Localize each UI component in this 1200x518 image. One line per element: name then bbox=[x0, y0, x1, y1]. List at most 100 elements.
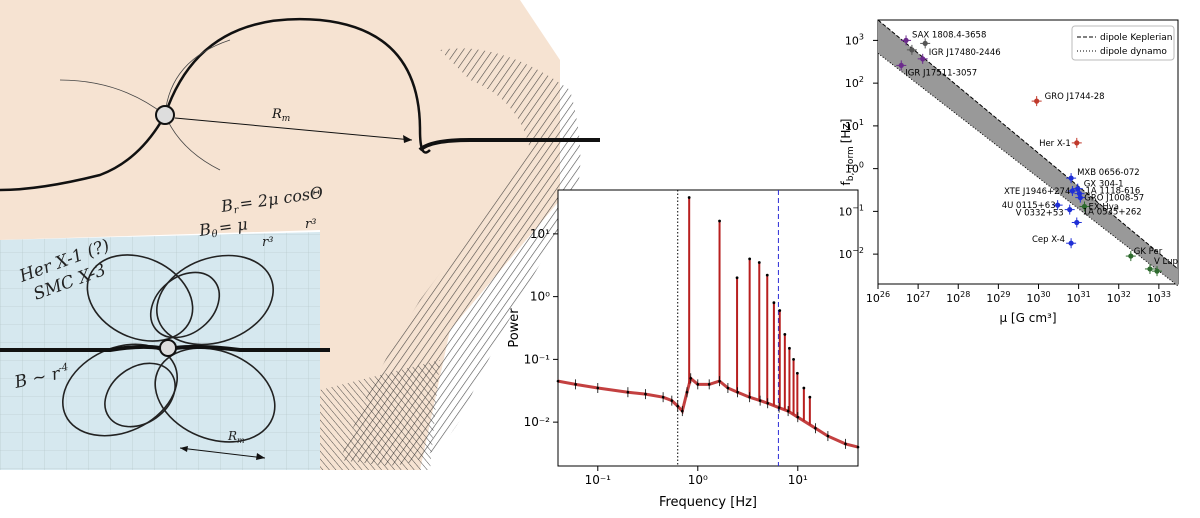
fb-xtick-exp: 31 bbox=[1081, 290, 1091, 299]
fb-point-14 bbox=[1074, 219, 1080, 226]
formula-btheta: Bθ= μ bbox=[197, 214, 249, 242]
fb-point-8 bbox=[1069, 188, 1075, 194]
psd-data-point bbox=[796, 415, 800, 419]
psd-peak-point-7 bbox=[772, 301, 776, 305]
psd-data-point bbox=[676, 404, 680, 408]
psd-xlabel: Frequency [Hz] bbox=[659, 495, 757, 510]
upper-star bbox=[155, 105, 175, 125]
fb-legend-label-2: dipole dynamo bbox=[1100, 47, 1167, 57]
rm-label-upper: Rm bbox=[271, 107, 290, 124]
fb-legend bbox=[1071, 25, 1175, 61]
psd-data-point bbox=[814, 426, 817, 430]
psd-xtick-label: 10⁰ bbox=[688, 473, 708, 487]
psd-peak-point-13 bbox=[802, 386, 806, 390]
fb-band bbox=[878, 20, 1178, 286]
psd-frame bbox=[557, 189, 859, 467]
fb-point-19 bbox=[1147, 266, 1153, 272]
psd-peak-point-8 bbox=[778, 309, 782, 312]
fb-ytick-label: 10−2 bbox=[840, 246, 864, 261]
fb-xtick-exp: 33 bbox=[1161, 290, 1171, 299]
fb-point-label-2: IGR J17480-2446 bbox=[929, 48, 1001, 58]
rm-label-lower: Rm bbox=[227, 429, 245, 445]
fb-ytick-label: 10−1 bbox=[840, 203, 864, 218]
fb-xtick-exp: 30 bbox=[1040, 290, 1050, 299]
formula-br-den: r³ bbox=[305, 217, 316, 232]
psd-data-point bbox=[736, 390, 739, 394]
fb-point-4 bbox=[1034, 98, 1040, 104]
psd-data-point bbox=[777, 406, 781, 409]
fb-ylabel-unit: [Hz] bbox=[840, 119, 853, 144]
psd-ytick-label: 10¹ bbox=[530, 227, 550, 241]
rm-arrow-upper bbox=[174, 117, 413, 141]
fb-point-5 bbox=[1074, 140, 1080, 146]
psd-peak-point-4 bbox=[748, 257, 752, 261]
fb-point-15 bbox=[1068, 240, 1074, 246]
rm-arrow-lower bbox=[179, 447, 266, 459]
fb-point-label-14: 1A 0535+262 bbox=[1083, 207, 1142, 217]
lower-disk bbox=[0, 344, 330, 352]
psd-data-point bbox=[681, 409, 684, 413]
psd-data-point bbox=[670, 399, 674, 402]
psd-peak-point-11 bbox=[792, 357, 795, 361]
psd-data-point bbox=[856, 445, 860, 449]
fb-xtick-label: 1031 bbox=[1067, 290, 1091, 305]
fb-xlabel: μ [G cm³] bbox=[999, 311, 1056, 325]
fb-point-label-4: GRO J1744-28 bbox=[1045, 92, 1105, 102]
fb-point-label-16: GK Per bbox=[1134, 247, 1163, 257]
fb-xtick-exp: 29 bbox=[1000, 290, 1010, 299]
magnetosphere-sketch: Rm Br= 2μ cosΘ r³ Bθ= μ r³ Her X-1 (?) S… bbox=[0, 0, 600, 514]
fb-point-label-17: V Lup bbox=[1154, 257, 1178, 267]
fb-xtick-label: 1033 bbox=[1147, 290, 1171, 305]
upper-loop bbox=[163, 17, 431, 154]
psd-data-point bbox=[758, 399, 762, 402]
fb-xtick-exp: 27 bbox=[920, 290, 930, 299]
fb-point-2 bbox=[920, 56, 926, 62]
fb-point-13 bbox=[1067, 207, 1073, 213]
fb-point-label-15: Cep X-4 bbox=[1032, 235, 1065, 245]
fb-point-20 bbox=[1154, 268, 1160, 274]
scribble-right bbox=[340, 48, 581, 466]
psd-data-point bbox=[726, 386, 730, 390]
psd-peak-point-1 bbox=[687, 196, 691, 199]
psd-ylabel: Power bbox=[507, 308, 522, 348]
psd-ytick-label: 10⁻¹ bbox=[524, 352, 551, 366]
fb-point-label-9: 1A 1118-616 bbox=[1085, 187, 1140, 197]
fb-point-label-5: Her X-1 bbox=[1039, 139, 1071, 149]
fb-point-label-7: GX 304-1 bbox=[1084, 180, 1124, 190]
psd-data-point bbox=[766, 401, 769, 405]
psd-peak-point-12 bbox=[795, 371, 799, 375]
fb-xtick-label: 1027 bbox=[906, 290, 930, 305]
fb-xtick-exp: 28 bbox=[960, 290, 970, 299]
psd-peak-point-5 bbox=[757, 261, 761, 264]
psd-ytick-label: 10⁰ bbox=[530, 290, 550, 304]
fb-point-label-11: 4U 0115+63 bbox=[1002, 201, 1056, 211]
fb-xtick-label: 1029 bbox=[986, 290, 1010, 305]
fb-xtick-label: 1032 bbox=[1107, 290, 1131, 305]
psd-data-point bbox=[748, 395, 751, 399]
fb-dynamo-line bbox=[877, 52, 1179, 287]
psd-peak-point-9 bbox=[783, 333, 787, 336]
fb-legend-label-1: dipole Keplerian bbox=[1100, 33, 1173, 43]
fb-point-label-12: EX Hya bbox=[1088, 203, 1119, 213]
fb-xtick-label: 1028 bbox=[946, 290, 970, 305]
fb-ytick-exp: 3 bbox=[859, 32, 864, 41]
fb-point-6 bbox=[1068, 175, 1074, 181]
fb-point-label-3: IGR J17511-3057 bbox=[905, 68, 977, 78]
psd-data-point bbox=[644, 392, 647, 396]
fb-point-12 bbox=[1081, 203, 1088, 210]
fb-ytick-label: 102 bbox=[845, 75, 864, 90]
fb-point-label-8: XTE J1946+274 bbox=[1004, 187, 1070, 197]
lower-star bbox=[159, 339, 177, 357]
psd-ytick-label: 10⁻² bbox=[524, 415, 551, 429]
psd-data-point bbox=[556, 379, 560, 383]
fb-point-label-1: SAX 1808.4-3658 bbox=[912, 30, 986, 40]
fb-point-16 bbox=[1128, 253, 1134, 259]
psd-data-point bbox=[718, 379, 721, 383]
fb-point-label-10: GRO J1008-57 bbox=[1084, 194, 1144, 204]
fb-point-11 bbox=[1055, 202, 1061, 208]
fb-ytick-exp: 2 bbox=[859, 75, 864, 84]
psd-data-point bbox=[689, 376, 693, 380]
fb-point-1 bbox=[903, 37, 909, 43]
fb-point-3 bbox=[898, 62, 904, 69]
fb-ytick-exp: 0 bbox=[859, 161, 864, 170]
